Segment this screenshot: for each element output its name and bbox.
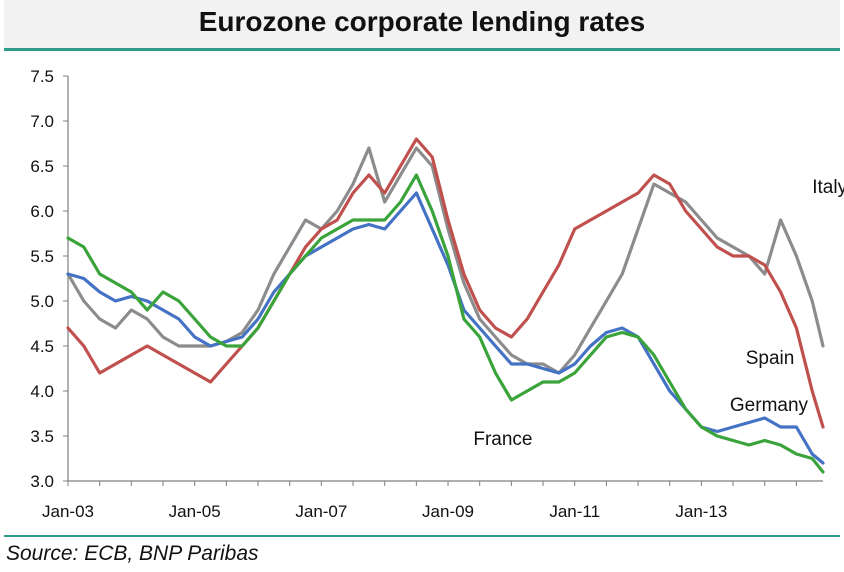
series-line-germany bbox=[66, 191, 825, 465]
title-bar: Eurozone corporate lending rates bbox=[4, 0, 840, 48]
series-label-germany: Germany bbox=[730, 395, 809, 416]
series-line-spain bbox=[66, 137, 825, 429]
y-tick-label: 3.0 bbox=[30, 472, 54, 491]
x-tick-label: Jan-05 bbox=[169, 502, 221, 521]
series-label-italy: Italy bbox=[812, 177, 844, 198]
series-label-spain: Spain bbox=[746, 348, 795, 369]
line-chart: 3.0 3.5 4.0 4.5 5.0 5.5 6.0 6.5 7.0 7.5 Jan-03 Jan-… bbox=[30, 67, 844, 521]
footer-divider bbox=[4, 535, 840, 537]
x-tick-label: Jan-11 bbox=[549, 502, 600, 521]
y-tick-label: 6.5 bbox=[30, 157, 54, 176]
source-note: Source: ECB, BNP Paribas bbox=[6, 542, 259, 565]
series-lines bbox=[66, 137, 825, 474]
y-tick-label: 4.5 bbox=[30, 337, 54, 356]
y-tick-label: 6.0 bbox=[30, 202, 54, 221]
series-line-italy bbox=[66, 146, 825, 375]
x-tick-label: Jan-09 bbox=[422, 502, 474, 521]
y-tick-label: 7.5 bbox=[30, 67, 54, 86]
y-tick-label: 5.5 bbox=[30, 247, 54, 266]
series-labels: Italy Spain Germany France bbox=[473, 177, 844, 450]
y-tick-label: 3.5 bbox=[30, 427, 54, 446]
y-tick-label: 4.0 bbox=[30, 382, 54, 401]
chart-title: Eurozone corporate lending rates bbox=[198, 6, 646, 37]
series-label-france: France bbox=[473, 429, 532, 450]
y-tick-label: 5.0 bbox=[30, 292, 54, 311]
y-tick-label: 7.0 bbox=[30, 112, 54, 131]
series-line-france bbox=[66, 173, 825, 474]
x-tick-label: Jan-03 bbox=[42, 502, 94, 521]
x-tick-label: Jan-07 bbox=[295, 502, 347, 521]
axes: 3.0 3.5 4.0 4.5 5.0 5.5 6.0 6.5 7.0 7.5 Jan-03 Jan-… bbox=[30, 67, 823, 521]
title-divider bbox=[4, 48, 840, 51]
x-tick-label: Jan-13 bbox=[675, 502, 727, 521]
